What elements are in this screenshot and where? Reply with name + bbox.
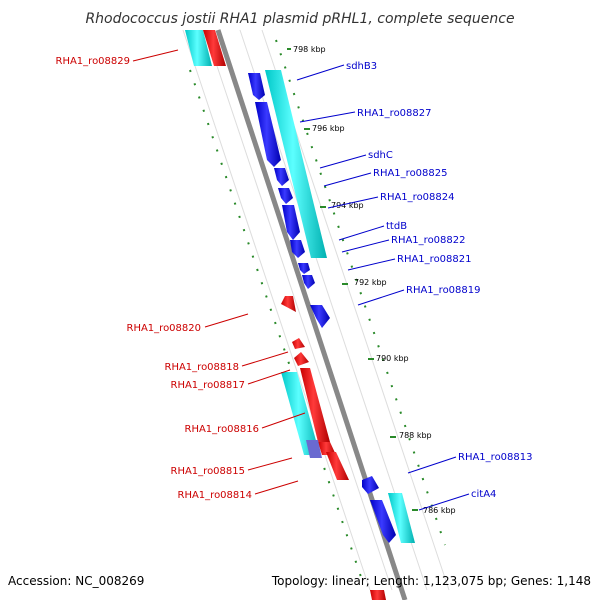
feature-segment xyxy=(265,70,327,258)
gene-label-ro08822[interactable]: RHA1_ro08822 xyxy=(391,235,466,246)
gene-label-ro08813[interactable]: RHA1_ro08813 xyxy=(458,452,533,463)
reverse-gene-label-texts: RHA1_ro08829 RHA1_ro08820 RHA1_ro08818 R… xyxy=(56,56,260,501)
gene-label-ro08816[interactable]: RHA1_ro08816 xyxy=(185,424,260,435)
forward-gene-block xyxy=(290,240,305,258)
forward-gene-block xyxy=(310,305,330,328)
reverse-gene-block xyxy=(294,352,309,366)
scale-label: 794 kbp xyxy=(331,201,364,210)
reverse-gene-block xyxy=(370,590,386,600)
gene-label-ro08827[interactable]: RHA1_ro08827 xyxy=(357,108,432,119)
gene-label-ro08829[interactable]: RHA1_ro08829 xyxy=(56,56,131,67)
forward-gene-block xyxy=(362,476,379,494)
gene-label-sdhc[interactable]: sdhC xyxy=(368,150,393,161)
map-title: Rhodococcus jostii RHA1 plasmid pRHL1, c… xyxy=(85,11,514,27)
sequence-summary: Topology: linear; Length: 1,123,075 bp; … xyxy=(271,574,591,588)
scale-label: 792 kbp xyxy=(354,278,387,287)
scale-label: 798 kbp xyxy=(293,45,326,54)
forward-gene-block xyxy=(282,205,300,240)
forward-gene-label-texts: sdhB3 RHA1_ro08827 sdhC RHA1_ro08825 RHA… xyxy=(346,61,533,500)
forward-gene-block xyxy=(274,168,289,186)
forward-gene-block xyxy=(255,102,281,167)
accession-text: Accession: NC_008269 xyxy=(8,574,144,588)
gene-label-ro08824[interactable]: RHA1_ro08824 xyxy=(380,192,455,203)
mixed-feature-block xyxy=(306,440,322,458)
forward-gene-block xyxy=(298,263,310,274)
gene-label-ro08819[interactable]: RHA1_ro08819 xyxy=(406,285,481,296)
forward-gene-block xyxy=(370,500,396,543)
gene-label-cita4[interactable]: citA4 xyxy=(471,489,496,500)
reverse-gene-block xyxy=(203,30,226,66)
cds-track xyxy=(203,30,396,600)
scale-label: 796 kbp xyxy=(312,124,345,133)
feature-segment xyxy=(185,30,212,66)
gene-label-ro08818[interactable]: RHA1_ro08818 xyxy=(165,362,240,373)
reverse-gene-labels xyxy=(132,49,306,495)
gene-label-ro08821[interactable]: RHA1_ro08821 xyxy=(397,254,472,265)
gene-label-ttdb[interactable]: ttdB xyxy=(386,221,407,232)
reverse-gene-block xyxy=(318,442,336,455)
gene-label-ro08820[interactable]: RHA1_ro08820 xyxy=(127,323,202,334)
reverse-gene-block xyxy=(281,296,296,312)
feature-segment xyxy=(388,493,415,543)
forward-gene-block xyxy=(302,275,315,289)
forward-gene-block xyxy=(248,73,265,100)
reverse-gene-block xyxy=(326,452,349,480)
gene-label-ro08815[interactable]: RHA1_ro08815 xyxy=(171,466,246,477)
reverse-gene-block xyxy=(292,338,305,349)
forward-gene-labels xyxy=(296,64,470,511)
reverse-gene-block xyxy=(300,368,330,442)
gene-label-ro08825[interactable]: RHA1_ro08825 xyxy=(373,168,448,179)
feature-segment xyxy=(281,372,320,455)
feature-track xyxy=(185,30,415,543)
scale-label: 788 kbp xyxy=(399,431,432,440)
gene-label-sdhb3[interactable]: sdhB3 xyxy=(346,61,377,72)
gene-label-ro08814[interactable]: RHA1_ro08814 xyxy=(178,490,253,501)
left-dotted-track xyxy=(189,69,363,581)
scale-label: 786 kbp xyxy=(423,506,456,515)
scale-label: 790 kbp xyxy=(376,354,409,363)
gene-label-ro08817[interactable]: RHA1_ro08817 xyxy=(171,380,246,391)
forward-gene-block xyxy=(278,188,293,204)
scale-axis: 798 kbp 796 kbp 794 kbp 792 kbp 790 kbp … xyxy=(287,45,456,515)
right-dotted-track xyxy=(275,39,446,546)
